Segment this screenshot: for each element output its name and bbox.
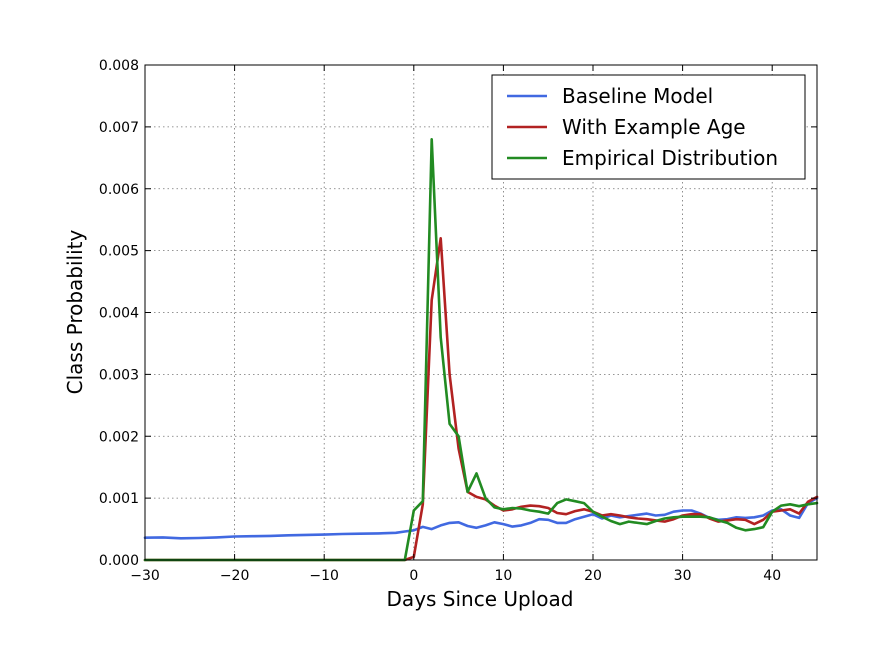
x-tick-label: 10	[494, 568, 512, 584]
y-tick-label: 0.001	[99, 491, 139, 507]
x-tick-label: −20	[220, 568, 250, 584]
y-tick-label: 0.002	[99, 429, 139, 445]
legend-entry: With Example Age	[507, 115, 746, 139]
x-axis-label: Days Since Upload	[387, 587, 574, 611]
y-tick-label: 0.006	[99, 182, 139, 198]
series-line	[143, 237, 819, 562]
legend-entry: Baseline Model	[507, 84, 713, 108]
legend-label-empirical: Empirical Distribution	[562, 146, 778, 170]
y-tick-label: 0.005	[99, 244, 139, 260]
legend-label-example-age: With Example Age	[562, 115, 746, 139]
series-group	[143, 138, 819, 562]
legend-entry: Empirical Distribution	[507, 146, 778, 170]
x-tick-label: −10	[309, 568, 339, 584]
series-line	[143, 138, 819, 562]
x-tick-label: 0	[409, 568, 418, 584]
x-tick-label: −30	[130, 568, 160, 584]
legend-label-baseline: Baseline Model	[562, 84, 713, 108]
y-tick-label: 0.003	[99, 367, 139, 383]
y-tick-label: 0.004	[99, 306, 139, 322]
x-tick-label: 30	[674, 568, 692, 584]
series-line	[143, 496, 819, 540]
y-tick-label: 0.000	[99, 553, 139, 569]
y-axis-label: Class Probability	[63, 229, 87, 394]
x-tick-label: 40	[763, 568, 781, 584]
y-tick-label: 0.008	[99, 58, 139, 74]
axis-ticks: −30 −20 −10 0 10 20 30 40 0.000 0.001 0.002 0.003 0.…	[99, 58, 817, 584]
y-tick-label: 0.007	[99, 120, 139, 136]
legend: Baseline Model With Example Age Empirica…	[491, 74, 806, 180]
x-tick-label: 20	[584, 568, 602, 584]
